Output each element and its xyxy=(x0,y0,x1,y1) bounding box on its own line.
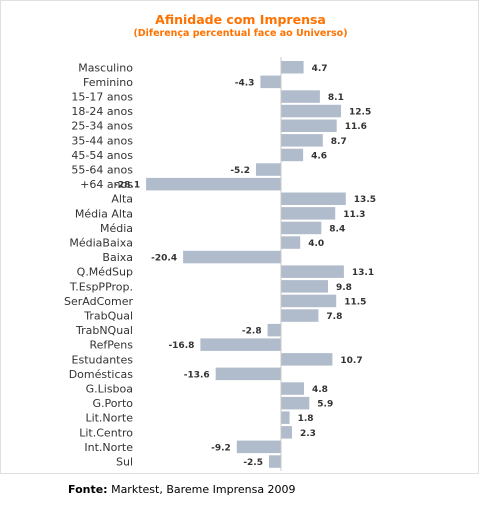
bar xyxy=(281,221,322,235)
category-label: Baixa xyxy=(102,251,133,264)
chart-title: Afinidade com Imprensa xyxy=(155,12,326,27)
bar xyxy=(281,104,341,118)
category-label: Sul xyxy=(116,456,133,469)
bar xyxy=(267,323,281,337)
bar xyxy=(281,207,336,220)
bar xyxy=(260,75,281,89)
data-label: -4.3 xyxy=(235,78,255,88)
source-note: Fonte: Marktest, Bareme Imprensa 2009 xyxy=(68,483,296,496)
data-label: -5.2 xyxy=(230,166,250,176)
bar xyxy=(281,396,310,410)
bar xyxy=(281,90,320,103)
category-label: 18-24 anos xyxy=(71,105,133,118)
data-label: 8.7 xyxy=(331,137,347,147)
category-label: MédiaBaixa xyxy=(69,237,133,250)
bar xyxy=(281,382,304,395)
category-label: Lit.Centro xyxy=(79,426,133,439)
chart-subtitle: (Diferença percentual face ao Universo) xyxy=(133,28,348,39)
data-label: -9.2 xyxy=(211,443,231,453)
data-label: -20.4 xyxy=(151,254,177,264)
category-label: Int.Norte xyxy=(84,441,133,454)
bar xyxy=(281,353,333,366)
data-label: 4.7 xyxy=(312,64,328,74)
plot-area: Masculino 4.7 Feminino -4.3 15-17 anos 8.1 18-… xyxy=(64,57,376,471)
bar xyxy=(215,367,281,381)
category-label: Domésticas xyxy=(69,368,134,381)
data-label: 5.9 xyxy=(317,400,333,410)
data-label: 7.8 xyxy=(326,312,342,322)
data-label: 11.6 xyxy=(345,122,367,132)
bar xyxy=(256,163,281,176)
category-label: Q.MédSup xyxy=(77,266,133,279)
chart-frame xyxy=(0,0,479,474)
category-label: SerAdComer xyxy=(64,295,133,308)
category-label: RefPens xyxy=(89,339,133,352)
category-label: G.Lisboa xyxy=(86,383,133,396)
category-label: TrabQual xyxy=(83,310,133,323)
data-label: 8.1 xyxy=(328,93,344,103)
bar xyxy=(281,426,292,439)
category-label: 15-17 anos xyxy=(71,91,133,104)
data-label: 10.7 xyxy=(340,356,362,366)
data-label: -28.1 xyxy=(114,181,140,191)
bar xyxy=(281,148,304,162)
category-label: Lit.Norte xyxy=(85,412,133,425)
data-label: 4.8 xyxy=(312,385,328,395)
category-label: Média Alta xyxy=(75,207,133,220)
bar xyxy=(146,177,281,191)
category-label: Estudantes xyxy=(72,353,134,366)
bar xyxy=(281,61,304,74)
bar xyxy=(281,134,323,147)
data-label: 12.5 xyxy=(349,108,371,118)
category-label: 45-54 anos xyxy=(71,149,133,162)
data-label: 4.6 xyxy=(311,151,327,161)
category-label: TrabNQual xyxy=(75,324,133,337)
data-label: 13.5 xyxy=(354,195,376,205)
bar xyxy=(236,440,281,454)
bar xyxy=(269,455,281,468)
data-label: 4.0 xyxy=(308,239,324,249)
category-label: 25-34 anos xyxy=(71,120,133,133)
bar xyxy=(281,294,337,308)
bar xyxy=(281,309,319,322)
source-label: Fonte: xyxy=(68,483,108,496)
data-label: 2.3 xyxy=(300,429,316,439)
bar xyxy=(281,265,344,278)
category-label: Masculino xyxy=(78,61,133,74)
data-label: 11.3 xyxy=(343,210,365,220)
bar xyxy=(200,338,281,351)
data-label: -16.8 xyxy=(168,341,194,351)
category-label: T.EspPProp. xyxy=(69,280,133,293)
data-label: -2.5 xyxy=(243,458,263,468)
data-label: 8.4 xyxy=(329,224,345,234)
bar xyxy=(281,119,337,132)
bar xyxy=(281,192,346,205)
data-label: 9.8 xyxy=(336,283,352,293)
source-text: Marktest, Bareme Imprensa 2009 xyxy=(107,483,296,496)
category-label: G.Porto xyxy=(92,397,133,410)
data-label: 11.5 xyxy=(344,297,366,307)
data-label: -2.8 xyxy=(242,327,262,337)
category-label: Média xyxy=(100,222,133,235)
data-label: 1.8 xyxy=(298,414,314,424)
category-label: 55-64 anos xyxy=(71,164,133,177)
category-label: Feminino xyxy=(83,76,133,89)
category-label: +64 anos xyxy=(80,178,133,191)
category-label: Alta xyxy=(111,193,133,206)
bar xyxy=(281,236,301,249)
bar xyxy=(281,280,328,293)
category-label: 35-44 anos xyxy=(71,134,133,147)
data-label: -13.6 xyxy=(184,370,210,380)
bar xyxy=(183,250,281,264)
bar xyxy=(281,411,290,424)
data-label: 13.1 xyxy=(352,268,374,278)
